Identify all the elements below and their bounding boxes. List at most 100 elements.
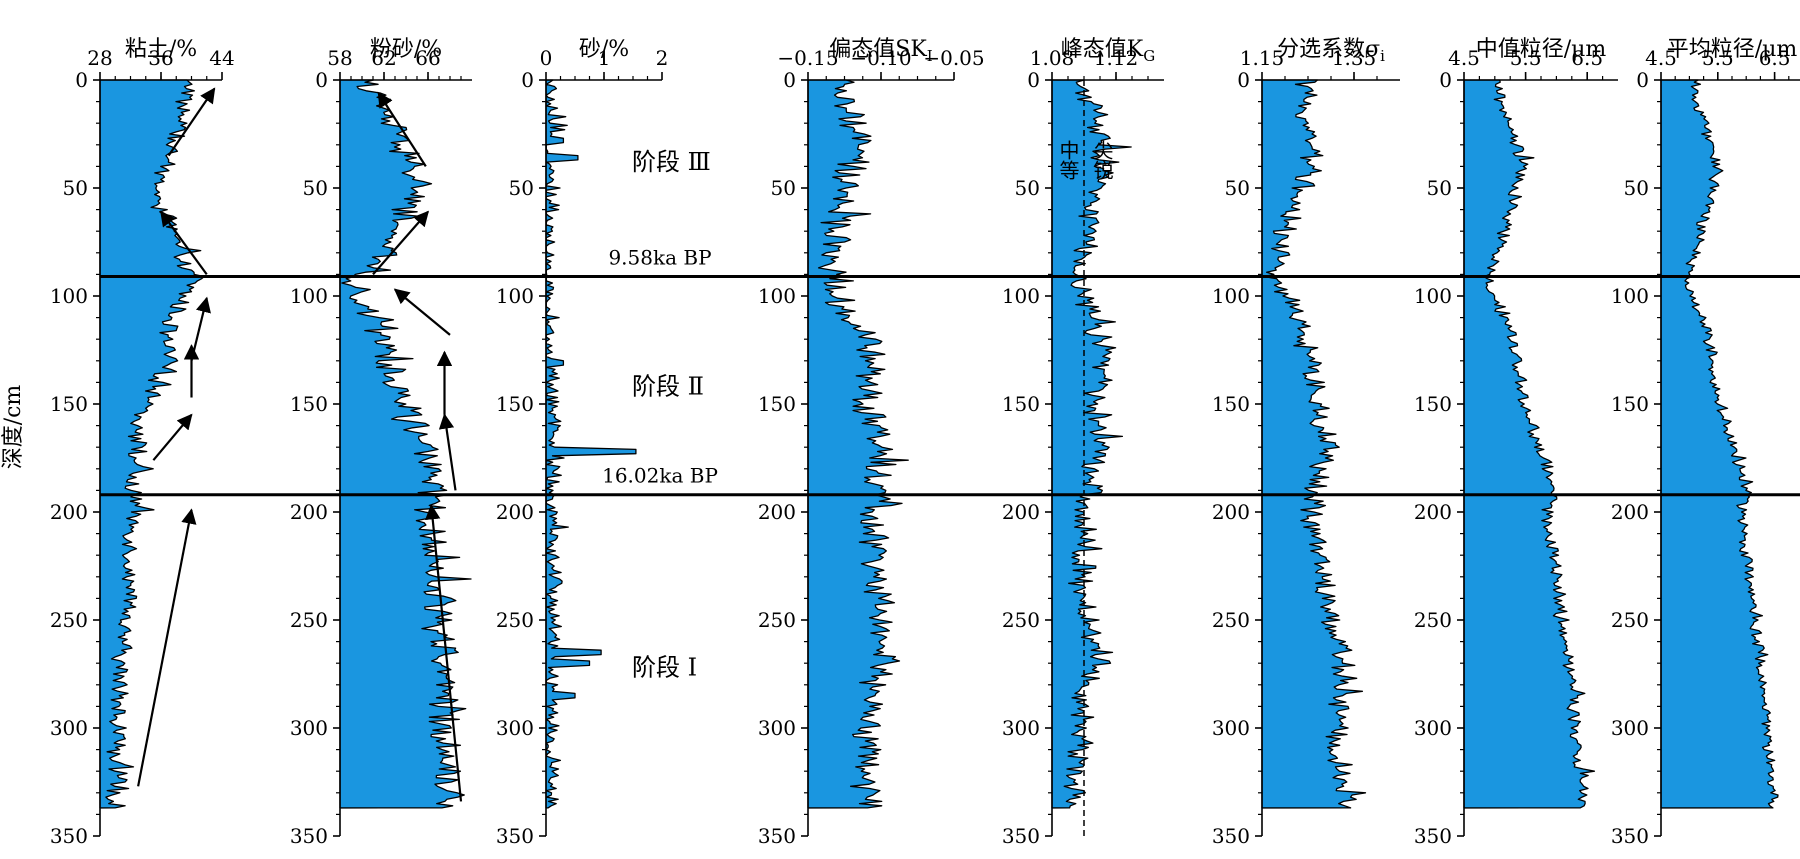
y-tick-label: 150 (1212, 392, 1250, 416)
panel-title: 峰态值KG (1061, 37, 1155, 65)
y-tick-label: 50 (1225, 176, 1250, 200)
boundary-layer (100, 275, 1800, 497)
x-tick-label: 4.5 (1645, 46, 1677, 70)
stage-label: 阶段 Ⅰ (632, 654, 697, 682)
x-tick-label: 66 (415, 46, 440, 70)
y-tick-label: 350 (1002, 824, 1040, 848)
y-tick-label: 150 (1002, 392, 1040, 416)
series-area (807, 79, 909, 809)
x-tick-label: 62 (371, 46, 396, 70)
y-tick-label: 250 (1002, 608, 1040, 632)
y-tick-label: 150 (1611, 392, 1649, 416)
y-axis-label: 深度/cm (1, 385, 26, 470)
trend-arrow (393, 288, 451, 336)
series-area (1261, 79, 1367, 809)
y-tick-label: 0 (1237, 68, 1250, 92)
series-area (99, 79, 205, 809)
y-tick-label: 250 (758, 608, 796, 632)
trend-arrow (160, 210, 208, 276)
panel-title: 粉砂/% (370, 37, 442, 62)
y-tick-label: 200 (50, 500, 88, 524)
x-tick-label: 0 (540, 46, 553, 70)
x-tick-label: 6.5 (1759, 46, 1791, 70)
y-tick-label: 350 (1212, 824, 1250, 848)
reference-label: 尖锐 (1090, 140, 1114, 180)
y-tick-label: 50 (771, 176, 796, 200)
x-tick-label: 1.08 (1030, 46, 1075, 70)
x-tick-label: 36 (148, 46, 173, 70)
series-area (1051, 79, 1132, 809)
x-tick-label: 5.5 (1702, 46, 1734, 70)
y-tick-label: 50 (63, 176, 88, 200)
series-area (339, 79, 472, 809)
y-tick-label: 300 (290, 716, 328, 740)
y-tick-label: 100 (758, 284, 796, 308)
panel-title: 砂/% (579, 37, 629, 62)
y-tick-label: 200 (290, 500, 328, 524)
y-tick-label: 100 (1212, 284, 1250, 308)
y-tick-label: 300 (50, 716, 88, 740)
y-tick-label: 50 (509, 176, 534, 200)
y-tick-label: 150 (758, 392, 796, 416)
y-tick-label: 350 (50, 824, 88, 848)
y-tick-label: 0 (75, 68, 88, 92)
y-tick-label: 300 (758, 716, 796, 740)
x-tick-label: 4.5 (1448, 46, 1480, 70)
y-tick-label: 0 (1027, 68, 1040, 92)
y-tick-label: 200 (1414, 500, 1452, 524)
trend-arrow (152, 413, 193, 461)
x-tick-label: 1.12 (1094, 46, 1139, 70)
x-tick-label: 44 (209, 46, 234, 70)
y-tick-label: 250 (1611, 608, 1649, 632)
boundary-label: 16.02ka BP (602, 464, 718, 488)
panel-3: 0 50 100 150 200 250 300 350 0 1 2 砂/% (496, 37, 669, 848)
series-area (1660, 79, 1779, 809)
y-tick-label: 100 (1611, 284, 1649, 308)
y-tick-label: 300 (1002, 716, 1040, 740)
y-tick-label: 300 (496, 716, 534, 740)
y-tick-label: 0 (783, 68, 796, 92)
trend-arrow (372, 210, 430, 276)
y-tick-label: 300 (1212, 716, 1250, 740)
y-tick-label: 200 (1212, 500, 1250, 524)
text-layer: 9.58ka BP 16.02ka BP 阶段 Ⅲ 阶段 Ⅱ 阶段 Ⅰ (602, 148, 718, 681)
y-tick-label: 0 (521, 68, 534, 92)
series-area (1463, 79, 1596, 809)
y-tick-label: 100 (1002, 284, 1040, 308)
y-tick-label: 200 (496, 500, 534, 524)
x-tick-label: 5.5 (1510, 46, 1542, 70)
y-tick-label: 0 (315, 68, 328, 92)
y-tick-label: 200 (1611, 500, 1649, 524)
trend-arrow (167, 87, 216, 157)
y-tick-label: 0 (1636, 68, 1649, 92)
x-tick-label: 58 (327, 46, 352, 70)
x-tick-label: 28 (87, 46, 112, 70)
y-tick-label: 50 (1015, 176, 1040, 200)
y-tick-label: 350 (1611, 824, 1649, 848)
y-tick-label: 250 (1414, 608, 1452, 632)
y-tick-label: 250 (1212, 608, 1250, 632)
y-tick-label: 150 (1414, 392, 1452, 416)
trend-arrow (190, 296, 211, 362)
y-tick-label: 150 (496, 392, 534, 416)
x-tick-label: −0.10 (850, 46, 911, 70)
trend-arrow (137, 508, 197, 787)
boundary-label: 9.58ka BP (608, 246, 711, 270)
trend-arrow (425, 503, 463, 802)
y-tick-label: 100 (1414, 284, 1452, 308)
panel-title: 平均粒径/μm (1667, 37, 1798, 62)
y-tick-label: 200 (1002, 500, 1040, 524)
x-tick-label: 6.5 (1571, 46, 1603, 70)
x-tick-label: 1.15 (1240, 46, 1285, 70)
y-tick-label: 50 (303, 176, 328, 200)
x-tick-label: 1.35 (1332, 46, 1377, 70)
y-tick-label: 300 (1611, 716, 1649, 740)
y-tick-label: 50 (1427, 176, 1452, 200)
panel-1: 0 50 100 150 200 250 300 350 28 36 44 粘土/% (50, 37, 235, 848)
y-tick-label: 350 (1414, 824, 1452, 848)
